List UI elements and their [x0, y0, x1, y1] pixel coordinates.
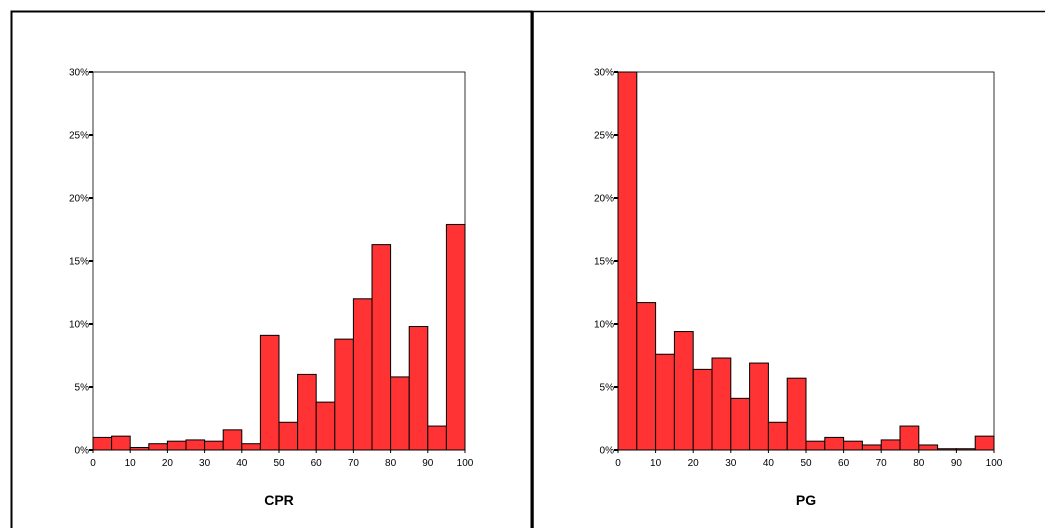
cpr-bar: [222, 429, 243, 451]
cpr-bar: [371, 244, 392, 451]
cpr-x-tick-label: 0: [90, 458, 96, 469]
pg-x-axis-title: PG: [796, 492, 816, 508]
cpr-x-tick-label: 50: [273, 458, 285, 469]
pg-bar: [899, 425, 920, 451]
pg-bar: [692, 368, 713, 451]
cpr-x-axis-title: CPR: [264, 492, 294, 508]
right-panel-frame: [532, 10, 1045, 528]
cpr-x-tick-label: 10: [125, 458, 137, 469]
pg-bar: [918, 444, 939, 451]
pg-x-axis: 0 10 20 30 40 50 60 70 80 90 100: [615, 450, 1003, 469]
pg-y-tick-label: 15%: [594, 257, 614, 268]
cpr-bar: [278, 421, 299, 451]
pg-bar: [824, 436, 845, 451]
pg-bar: [786, 377, 807, 451]
pg-bar: [843, 440, 863, 451]
pg-y-axis: 0% 5% 10% 15% 20% 25% 30%: [594, 68, 618, 457]
pg-bar: [861, 444, 882, 451]
cpr-bar: [427, 425, 447, 451]
cpr-bar: [166, 440, 187, 451]
cpr-y-axis: 0% 5% 10% 15% 20% 25% 30%: [69, 68, 93, 457]
pg-bar: [711, 357, 732, 451]
cpr-bar: [259, 334, 280, 451]
cpr-bar: [129, 446, 150, 451]
pg-bar: [749, 362, 769, 451]
pg-bar: [805, 440, 826, 451]
pg-bar: [880, 439, 901, 451]
pg-x-tick-label: 80: [913, 458, 925, 469]
pg-x-tick-label: 100: [986, 458, 1003, 469]
cpr-bars: [92, 223, 466, 451]
pg-y-tick-label: 20%: [594, 194, 614, 205]
pg-x-tick-label: 20: [688, 458, 700, 469]
pg-y-tick-label: 0%: [600, 446, 615, 457]
pg-y-tick-label: 10%: [594, 320, 614, 331]
cpr-bar: [204, 440, 224, 451]
pg-bar: [673, 331, 694, 451]
cpr-bar: [334, 338, 354, 451]
cpr-y-tick-label: 5%: [75, 383, 90, 394]
cpr-x-tick-label: 30: [199, 458, 211, 469]
cpr-y-tick-label: 25%: [69, 131, 89, 142]
cpr-x-tick-label: 100: [457, 458, 474, 469]
pg-histogram: 0% 5% 10% 15% 20% 25% 30% 0 10 20 30 40 50 60 70 80 90 1…: [594, 68, 1003, 509]
pg-y-tick-label: 30%: [594, 68, 614, 79]
cpr-bar: [111, 435, 131, 451]
pg-y-tick-label: 25%: [594, 131, 614, 142]
pg-y-tick-label: 5%: [600, 383, 615, 394]
cpr-bar: [352, 298, 373, 451]
cpr-x-tick-label: 60: [311, 458, 323, 469]
pg-bar: [937, 448, 957, 451]
pg-x-tick-label: 90: [951, 458, 963, 469]
cpr-y-tick-label: 0%: [75, 446, 90, 457]
pg-bar: [617, 71, 638, 451]
cpr-bar: [92, 436, 113, 451]
cpr-bar: [408, 326, 429, 451]
cpr-bar: [297, 373, 317, 451]
cpr-x-tick-label: 70: [348, 458, 360, 469]
pg-bar: [636, 302, 657, 451]
pg-x-tick-label: 50: [800, 458, 812, 469]
cpr-x-tick-label: 80: [385, 458, 397, 469]
cpr-y-tick-label: 20%: [69, 194, 89, 205]
pg-x-tick-label: 0: [615, 458, 621, 469]
cpr-x-axis: 0 10 20 30 40 50 60 70 80 90 100: [90, 450, 474, 469]
cpr-bar: [315, 401, 336, 451]
pg-x-tick-label: 10: [650, 458, 662, 469]
cpr-x-tick-label: 40: [236, 458, 248, 469]
cpr-bar: [445, 223, 466, 451]
pg-x-tick-label: 70: [876, 458, 888, 469]
pg-bar: [767, 421, 788, 451]
pg-bar: [655, 353, 675, 451]
cpr-bar: [148, 443, 168, 451]
pg-x-tick-label: 60: [838, 458, 850, 469]
cpr-y-tick-label: 10%: [69, 320, 89, 331]
cpr-bar: [185, 439, 206, 451]
cpr-histogram: 0% 5% 10% 15% 20% 25% 30% 0 10 20 30 40 50 60 70 80 90 1…: [69, 68, 474, 509]
cpr-x-tick-label: 90: [422, 458, 434, 469]
cpr-bar: [241, 443, 261, 451]
pg-bar: [955, 448, 976, 451]
cpr-y-tick-label: 30%: [69, 68, 89, 79]
left-panel-frame: [10, 10, 533, 528]
pg-x-tick-label: 40: [763, 458, 775, 469]
cpr-x-tick-label: 20: [162, 458, 174, 469]
pg-bars: [617, 71, 995, 451]
cpr-bar: [390, 376, 410, 451]
pg-bar: [730, 397, 751, 451]
cpr-y-tick-label: 15%: [69, 257, 89, 268]
pg-bar: [974, 435, 995, 451]
pg-x-tick-label: 30: [725, 458, 737, 469]
